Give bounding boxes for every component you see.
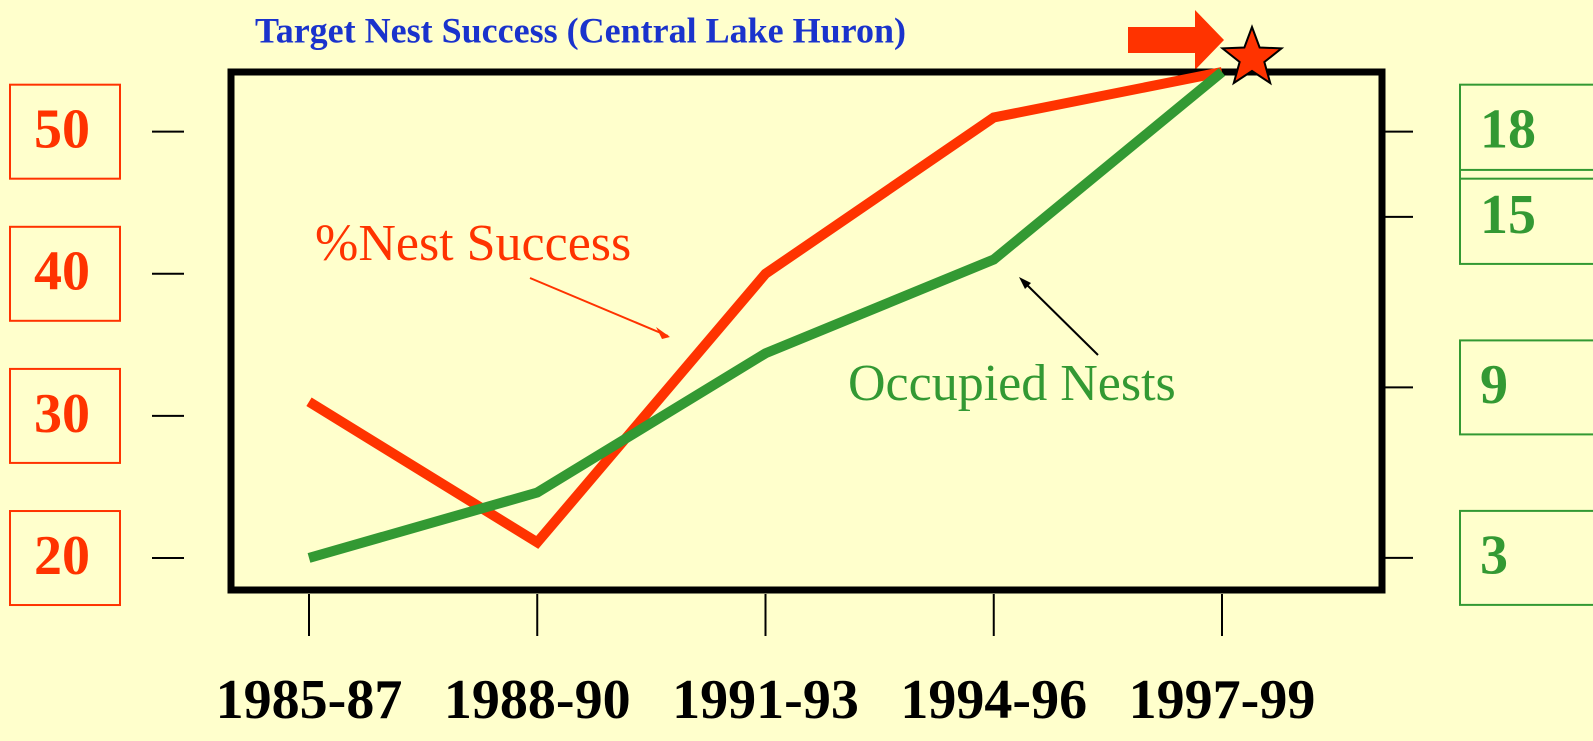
arrowhead — [1019, 277, 1031, 289]
y2-tick-box — [1459, 83, 1593, 180]
label-pointer — [1021, 279, 1099, 356]
y-tick-label: 40 — [34, 241, 90, 303]
series-line — [306, 67, 1223, 549]
x-tick-label: 1988-90 — [444, 669, 631, 731]
y2-tick-label: 9 — [1480, 354, 1508, 416]
plot-frame — [227, 68, 1386, 594]
series-label: Occupied Nests — [848, 355, 1176, 412]
x-tick-label: 1997-99 — [1129, 669, 1316, 731]
y2-tick-box — [1459, 339, 1593, 436]
y2-tick-label: 18 — [1480, 99, 1536, 161]
y2-tick-box — [1459, 509, 1593, 606]
y2-tick-label: 3 — [1480, 525, 1508, 587]
target-annotation: Target Nest Success (Central Lake Huron) — [255, 10, 906, 50]
x-tick-label: 1985-87 — [216, 669, 403, 731]
series-line — [307, 68, 1226, 563]
target-star — [1219, 24, 1285, 86]
arrowhead — [656, 327, 670, 339]
y-tick-box — [9, 510, 121, 607]
y-tick-box — [9, 83, 121, 180]
y2-tick-box — [1459, 168, 1593, 265]
y-tick-label: 20 — [34, 525, 90, 587]
y-tick-box — [9, 367, 121, 464]
x-tick-label: 1994-96 — [900, 669, 1087, 731]
y2-tick-label: 15 — [1480, 184, 1536, 246]
y-tick-box — [9, 225, 121, 322]
target-arrow — [1128, 10, 1224, 70]
y-tick-label: 50 — [34, 99, 90, 161]
label-pointer — [529, 277, 669, 337]
y-tick-label: 30 — [34, 383, 90, 445]
x-tick-label: 1991-93 — [672, 669, 859, 731]
series-label: %Nest Success — [315, 215, 631, 272]
